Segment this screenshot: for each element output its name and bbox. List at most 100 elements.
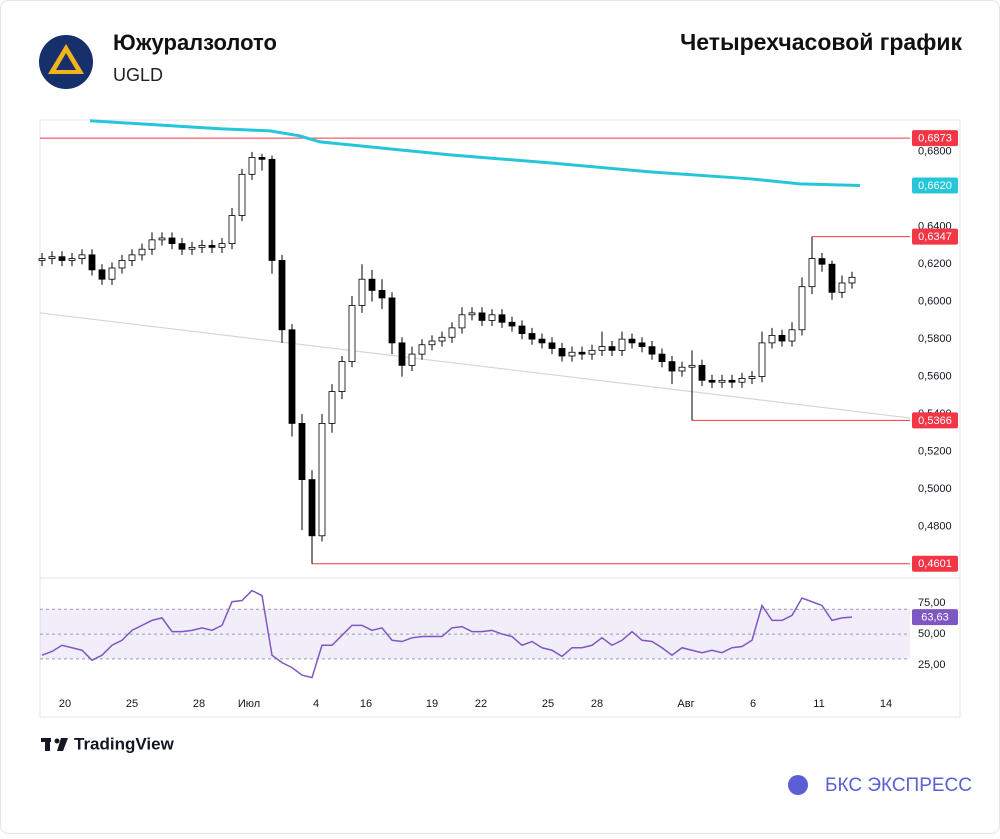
platform-name: TradingView	[74, 734, 175, 753]
candle-body	[168, 237, 176, 245]
candle-body	[578, 351, 586, 355]
level-label: 0,5366	[918, 415, 952, 427]
level-label: 0,4601	[918, 558, 952, 570]
candle-body	[98, 269, 106, 280]
candle-body	[298, 423, 306, 481]
candle-body	[48, 256, 56, 259]
candle-body	[788, 329, 796, 342]
candle-body	[548, 342, 556, 349]
candle-body	[248, 157, 256, 175]
x-tick-label: 25	[126, 698, 138, 710]
level-label: 0,6873	[918, 133, 952, 145]
candle-body	[418, 344, 426, 355]
candle-body	[358, 278, 366, 306]
candle-body	[458, 314, 466, 329]
candle-body	[488, 314, 496, 321]
candle-body	[178, 243, 186, 250]
x-tick-label: 25	[542, 698, 554, 710]
x-tick-label: 19	[426, 698, 438, 710]
candle-body	[698, 364, 706, 381]
x-tick-label: 22	[475, 698, 487, 710]
candle-body	[838, 282, 846, 293]
ma-box	[912, 177, 958, 194]
brand-logo	[788, 775, 808, 795]
candle-body	[738, 378, 746, 383]
x-tick-label: 20	[59, 698, 71, 710]
y-tick-label: 0,6000	[918, 296, 952, 308]
candle-body	[368, 278, 376, 291]
logo	[39, 35, 93, 89]
candle-body	[498, 314, 506, 323]
y-tick-label: 0,6200	[918, 258, 952, 270]
candle-body	[198, 245, 206, 248]
candle-body	[218, 243, 226, 248]
candle-body	[148, 239, 156, 250]
candle-body	[718, 379, 726, 383]
candle-body	[468, 312, 476, 316]
candle-body	[288, 329, 296, 424]
candle-body	[828, 263, 836, 293]
candle-body	[538, 338, 546, 344]
y-tick-label: 0,5800	[918, 333, 952, 345]
x-tick-label: 16	[360, 698, 372, 710]
candle-body	[388, 297, 396, 344]
candle-body	[268, 158, 276, 261]
candle-body	[88, 254, 96, 271]
candle-body	[348, 305, 356, 363]
candle-body	[308, 479, 316, 537]
x-tick-label: 4	[313, 698, 319, 710]
logo-mark	[48, 44, 84, 74]
candle-body	[818, 258, 826, 265]
candle-body	[768, 334, 776, 344]
rsi-box	[912, 609, 958, 626]
level-box	[912, 412, 958, 429]
trend-line	[39, 312, 911, 419]
candle-body	[518, 325, 526, 334]
candle-body	[618, 338, 626, 351]
y-tick-label: 0,6800	[918, 146, 952, 158]
candle-body	[128, 254, 136, 261]
y-tick-label: 0,4800	[918, 520, 952, 532]
candle-body	[688, 364, 696, 368]
x-tick-label: Июл	[238, 698, 260, 710]
x-tick-label: 14	[880, 698, 892, 710]
level-box	[912, 130, 958, 147]
candle-body	[398, 342, 406, 366]
level-box	[912, 555, 958, 572]
candle-body	[228, 215, 236, 245]
candle-body	[638, 342, 646, 348]
ma-label: 0,6620	[918, 180, 952, 192]
candle-body	[758, 342, 766, 377]
candle-body	[338, 361, 346, 392]
x-tick-label: 28	[591, 698, 603, 710]
tv-logo	[41, 738, 68, 751]
candle-body	[848, 276, 856, 284]
ticker: UGLD	[113, 65, 163, 85]
rsi-tick-label: 75,00	[918, 597, 946, 609]
candle-body	[668, 361, 676, 372]
x-tick-label: 28	[193, 698, 205, 710]
candle-body	[438, 336, 446, 342]
brand-name: БКС ЭКСПРЕСС	[825, 775, 972, 796]
candle-body	[278, 260, 286, 331]
candle-body	[138, 248, 146, 256]
company-name: Южуралзолото	[113, 30, 277, 55]
candle-body	[318, 423, 326, 537]
candle-body	[588, 349, 596, 355]
candle-body	[558, 348, 566, 357]
candle-body	[118, 260, 126, 269]
candle-body	[208, 245, 216, 248]
candle-body	[778, 334, 786, 342]
x-tick-label: 6	[750, 698, 756, 710]
candle-body	[708, 379, 716, 383]
candle-body	[158, 237, 166, 241]
candle-body	[608, 346, 616, 351]
x-tick-label: Авг	[677, 698, 694, 710]
candle-body	[238, 173, 246, 216]
candle-body	[748, 376, 756, 379]
candle-body	[528, 333, 536, 340]
candle-body	[408, 353, 416, 366]
candle-body	[188, 246, 196, 250]
